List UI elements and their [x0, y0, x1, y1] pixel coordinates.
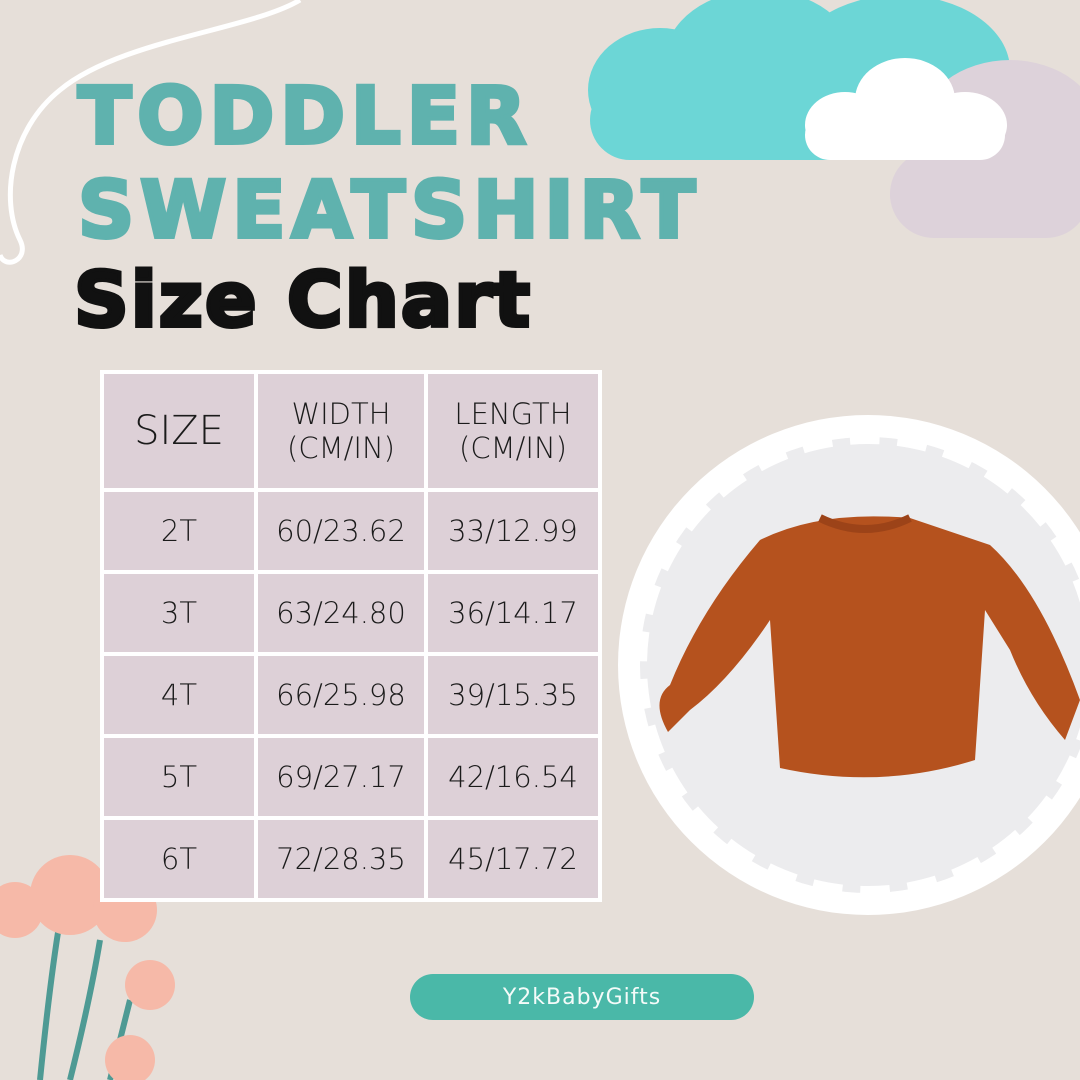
table-row: 4T 66/25.98 39/15.35 [100, 652, 602, 738]
cloud-lilac-icon [890, 60, 1080, 238]
cell-width: 69/27.17 [254, 734, 428, 820]
header-length-label: LENGTH [454, 397, 572, 431]
cell-length: 42/16.54 [424, 734, 602, 820]
cell-size: 4T [100, 652, 258, 738]
brand-badge: Y2kBabyGifts [410, 974, 754, 1020]
header-width-label: WIDTH [291, 397, 391, 431]
title-line-3: Size Chart [72, 255, 533, 344]
table-row: 2T 60/23.62 33/12.99 [100, 488, 602, 574]
cell-length: 39/15.35 [424, 652, 602, 738]
cell-length: 36/14.17 [424, 570, 602, 656]
header-width: WIDTH (CM/IN) [254, 370, 428, 492]
cell-size: 3T [100, 570, 258, 656]
cell-width: 66/25.98 [254, 652, 428, 738]
table-row: 3T 63/24.80 36/14.17 [100, 570, 602, 656]
cell-length: 45/17.72 [424, 816, 602, 902]
cell-size: 5T [100, 734, 258, 820]
header-width-unit: (CM/IN) [287, 431, 395, 465]
header-length-unit: (CM/IN) [459, 431, 567, 465]
table-row: 5T 69/27.17 42/16.54 [100, 734, 602, 820]
cell-length: 33/12.99 [424, 488, 602, 574]
cell-width: 60/23.62 [254, 488, 428, 574]
cell-size: 2T [100, 488, 258, 574]
swirl-line [0, 0, 302, 265]
cell-width: 72/28.35 [254, 816, 428, 902]
table-header-row: SIZE WIDTH (CM/IN) LENGTH (CM/IN) [100, 370, 602, 492]
cell-width: 63/24.80 [254, 570, 428, 656]
cloud-white-icon [805, 58, 1007, 160]
sweatshirt-image [659, 514, 1080, 778]
title-line-2: SWEATSHIRT [76, 166, 702, 256]
header-length: LENGTH (CM/IN) [424, 370, 602, 492]
header-size: SIZE [100, 370, 258, 492]
table-row: 6T 72/28.35 45/17.72 [100, 816, 602, 902]
flower-branch-icon [0, 855, 175, 1080]
cell-size: 6T [100, 816, 258, 902]
size-table: SIZE WIDTH (CM/IN) LENGTH (CM/IN) 2T 60/23.… [100, 370, 602, 902]
title-line-1: TODDLER [76, 72, 533, 162]
